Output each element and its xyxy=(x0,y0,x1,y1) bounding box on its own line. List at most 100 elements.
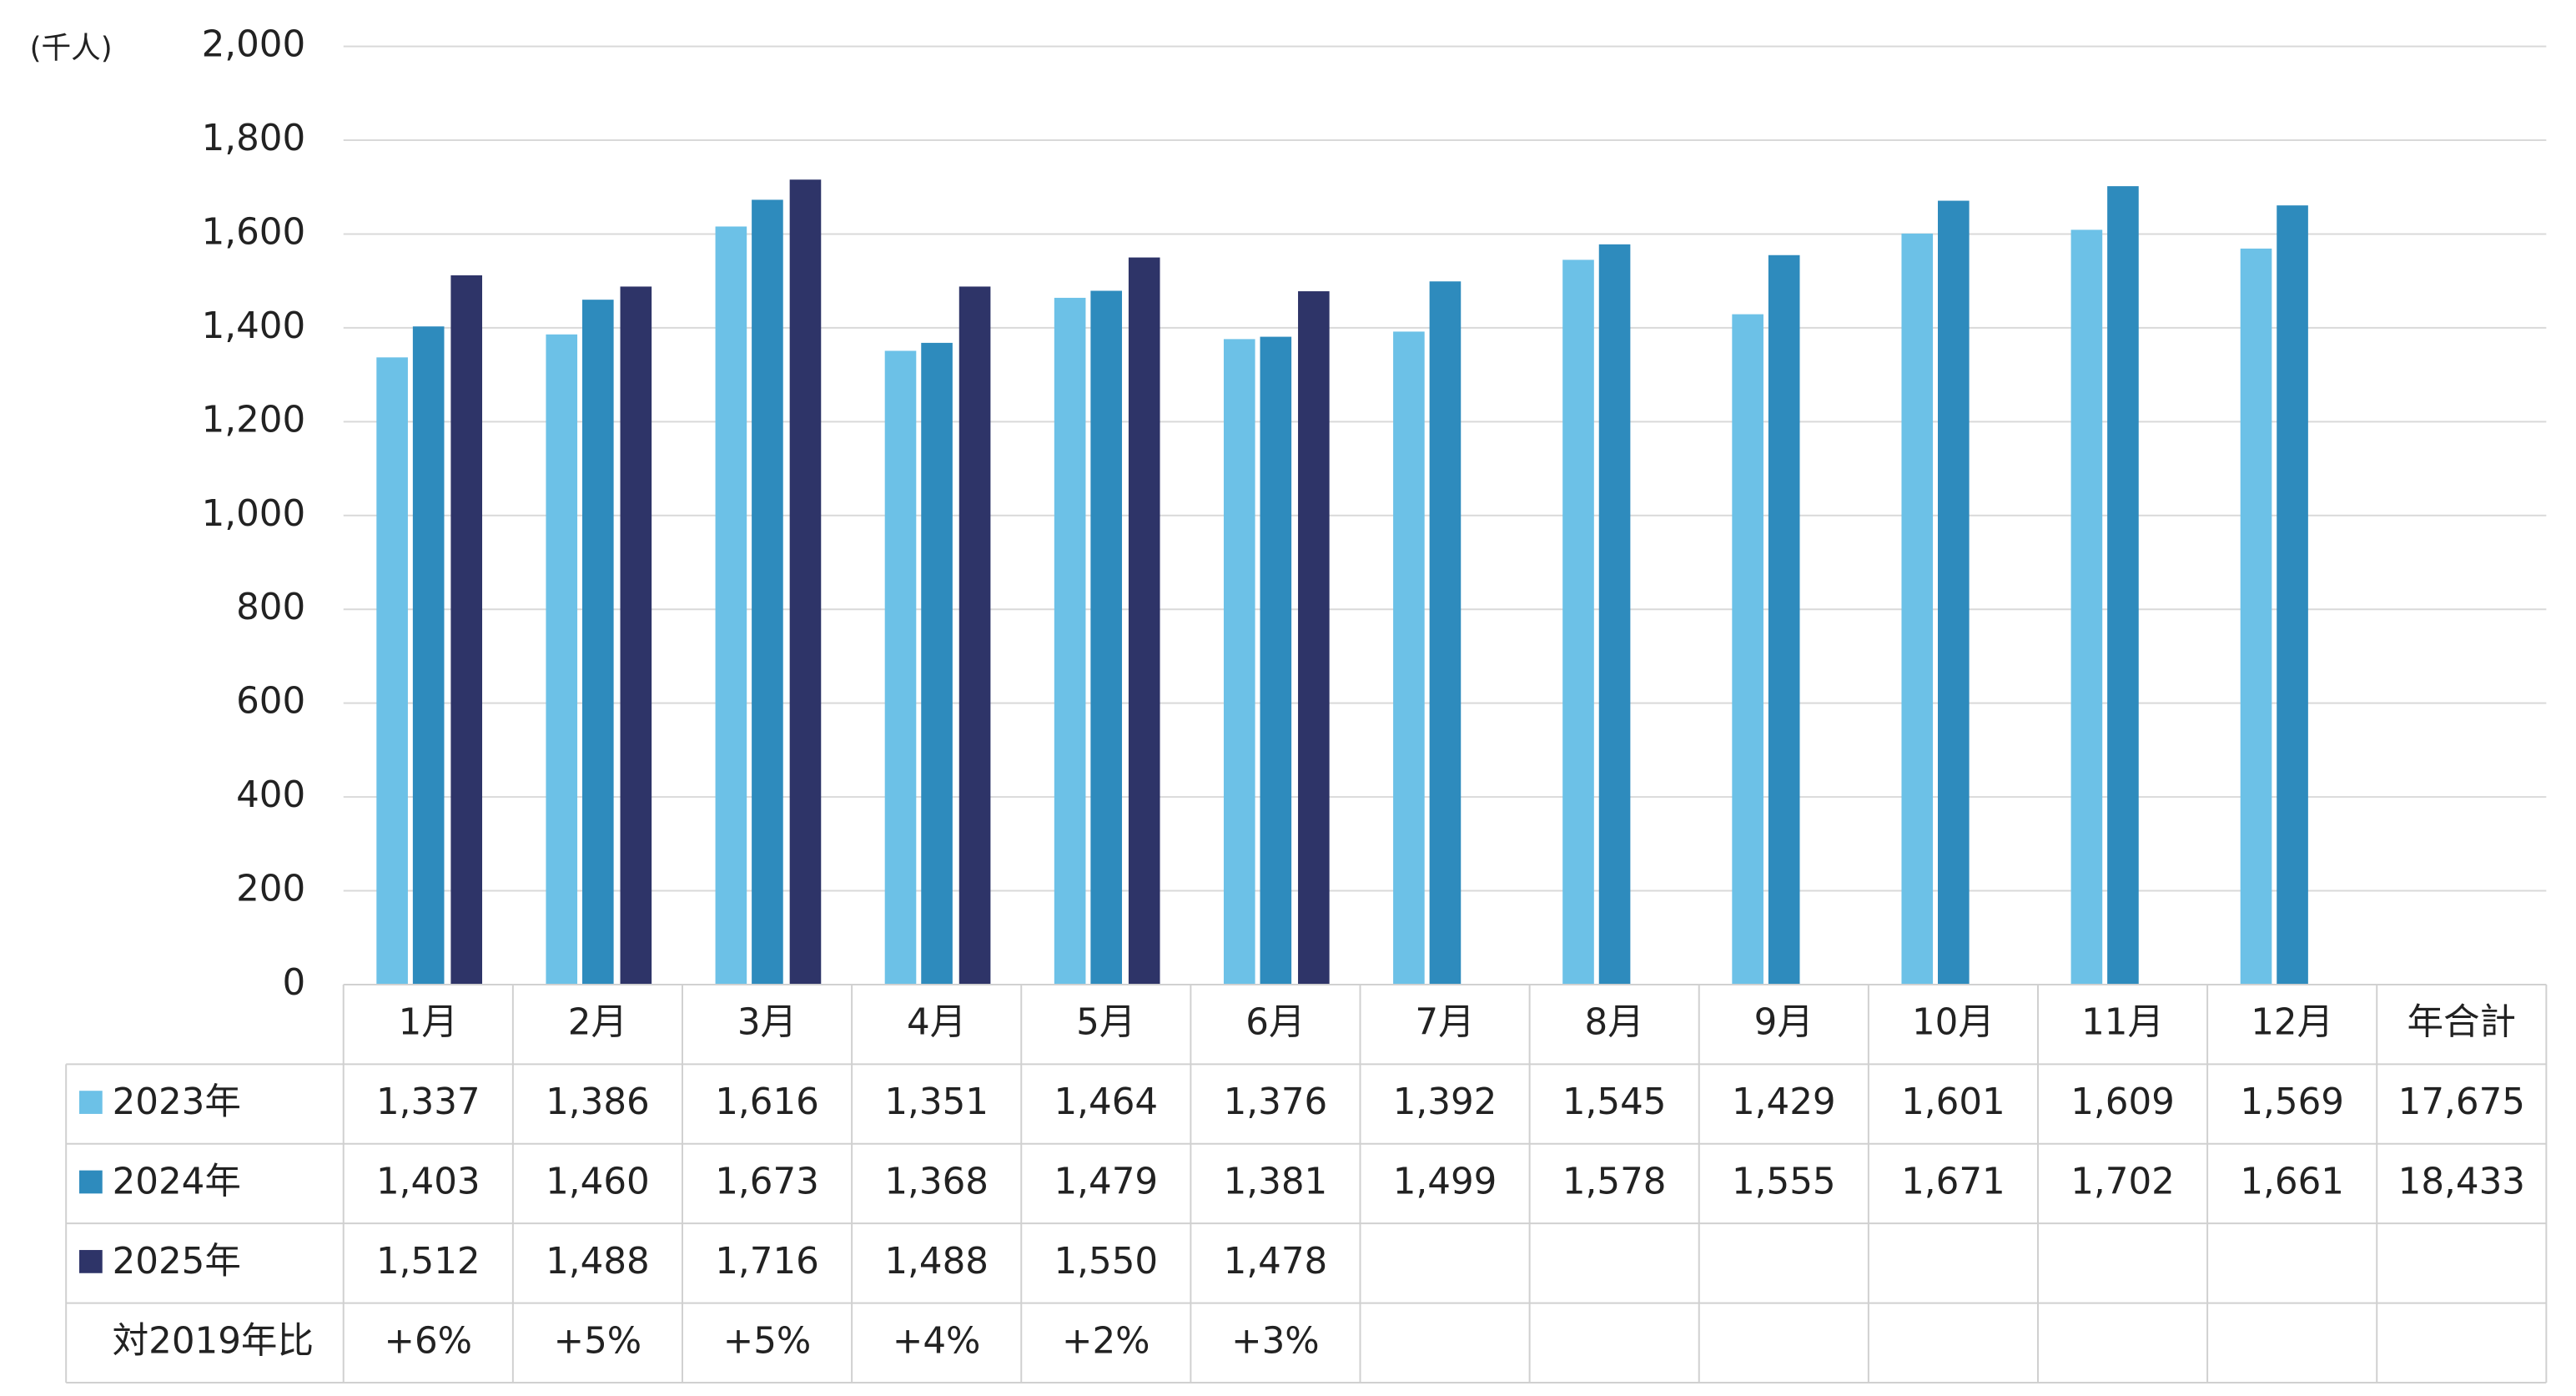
table-value: 1,392 xyxy=(1393,1081,1497,1123)
bar xyxy=(1128,257,1160,985)
y-tick-label: 200 xyxy=(236,869,305,910)
bar xyxy=(2070,229,2103,985)
ratio-label: 対2019年比 xyxy=(113,1320,314,1362)
bar xyxy=(789,179,822,985)
y-tick-label: 1,600 xyxy=(202,211,306,253)
bar xyxy=(1562,260,1594,985)
bar xyxy=(1938,200,1970,985)
y-tick-label: 1,800 xyxy=(202,118,306,159)
y-tick-label: 0 xyxy=(283,962,306,1004)
bar xyxy=(715,226,747,985)
table-value: 1,578 xyxy=(1562,1161,1667,1202)
table-value: 1,368 xyxy=(884,1161,989,1202)
table-value: 1,479 xyxy=(1054,1161,1158,1202)
x-tick-label: 11月 xyxy=(2081,1002,2164,1044)
table-value: 1,545 xyxy=(1562,1081,1667,1123)
bar xyxy=(1298,291,1330,985)
table-value: 1,555 xyxy=(1732,1161,1836,1202)
y-tick-label: 1,400 xyxy=(202,305,306,347)
legend-label: 2023年 xyxy=(113,1081,241,1123)
x-tick-label: 6月 xyxy=(1245,1002,1305,1044)
bar xyxy=(1090,290,1122,985)
legend-swatch xyxy=(79,1091,103,1114)
table-value: 1,671 xyxy=(1901,1161,2005,1202)
x-tick-label: 12月 xyxy=(2251,1002,2333,1044)
bar xyxy=(2107,186,2139,985)
bar xyxy=(376,357,408,985)
x-tick-label: 3月 xyxy=(737,1002,797,1044)
bar xyxy=(1901,233,1934,985)
bar xyxy=(1598,244,1631,985)
table-value: 1,716 xyxy=(715,1241,819,1283)
ratio-value: +5% xyxy=(554,1320,642,1362)
table-value: 1,488 xyxy=(546,1241,650,1283)
y-tick-label: 1,200 xyxy=(202,399,306,441)
table-value: 1,429 xyxy=(1732,1081,1836,1123)
bar xyxy=(958,286,991,985)
bar xyxy=(546,334,578,985)
table-value: 1,488 xyxy=(884,1241,989,1283)
table-value: 1,661 xyxy=(2240,1161,2344,1202)
ratio-value: +4% xyxy=(893,1320,981,1362)
y-tick-label: 400 xyxy=(236,774,305,816)
bar xyxy=(620,286,652,985)
y-tick-label: 2,000 xyxy=(202,24,306,66)
table-total: 18,433 xyxy=(2398,1161,2525,1202)
bar xyxy=(884,350,917,985)
table-header: 年合計 xyxy=(2407,1002,2517,1044)
bar xyxy=(412,326,445,985)
legend-swatch xyxy=(79,1250,103,1273)
ratio-value: +5% xyxy=(723,1320,812,1362)
y-tick-label: 800 xyxy=(236,587,305,628)
bar xyxy=(752,199,783,985)
table-value: 1,464 xyxy=(1054,1081,1158,1123)
table-value: 1,512 xyxy=(376,1241,480,1283)
table-value: 1,478 xyxy=(1224,1241,1328,1283)
bar xyxy=(1260,336,1292,985)
table-value: 1,460 xyxy=(546,1161,650,1202)
bar xyxy=(450,275,483,985)
table-value: 1,609 xyxy=(2070,1081,2175,1123)
x-tick-label: 9月 xyxy=(1754,1002,1814,1044)
table-value: 1,550 xyxy=(1054,1241,1158,1283)
legend-label: 2024年 xyxy=(113,1161,241,1202)
bar xyxy=(1223,339,1255,985)
bar xyxy=(1732,314,1763,985)
y-tick-label: 600 xyxy=(236,681,305,723)
table-value: 1,601 xyxy=(1901,1081,2005,1123)
table-value: 1,616 xyxy=(715,1081,819,1123)
y-tick-label: 1,000 xyxy=(202,493,306,535)
bar xyxy=(2277,205,2308,985)
x-tick-label: 1月 xyxy=(399,1002,458,1044)
bar xyxy=(2240,248,2272,985)
x-tick-label: 8月 xyxy=(1585,1002,1644,1044)
legend-label: 2025年 xyxy=(113,1241,241,1283)
table-value: 1,499 xyxy=(1393,1161,1497,1202)
table-value: 1,376 xyxy=(1224,1081,1328,1123)
bar xyxy=(1768,255,1800,985)
table-value: 1,673 xyxy=(715,1161,819,1202)
table-value: 1,569 xyxy=(2240,1081,2344,1123)
x-tick-label: 5月 xyxy=(1076,1002,1135,1044)
table-value: 1,702 xyxy=(2070,1161,2175,1202)
unit-label: (千人) xyxy=(30,32,113,66)
table-value: 1,381 xyxy=(1224,1161,1328,1202)
bar xyxy=(1054,297,1086,985)
ratio-value: +2% xyxy=(1062,1320,1150,1362)
bar xyxy=(921,342,953,985)
table-value: 1,386 xyxy=(546,1081,650,1123)
bar xyxy=(1429,281,1462,985)
ratio-value: +3% xyxy=(1231,1320,1320,1362)
x-tick-label: 7月 xyxy=(1415,1002,1474,1044)
table-value: 1,337 xyxy=(376,1081,480,1123)
table-value: 1,403 xyxy=(376,1161,480,1202)
x-tick-label: 2月 xyxy=(568,1002,627,1044)
legend-swatch xyxy=(79,1170,103,1194)
bar xyxy=(581,300,614,985)
ratio-value: +6% xyxy=(385,1320,473,1362)
table-value: 1,351 xyxy=(884,1081,989,1123)
x-tick-label: 4月 xyxy=(907,1002,966,1044)
x-tick-label: 10月 xyxy=(1912,1002,1995,1044)
table-total: 17,675 xyxy=(2398,1081,2525,1123)
